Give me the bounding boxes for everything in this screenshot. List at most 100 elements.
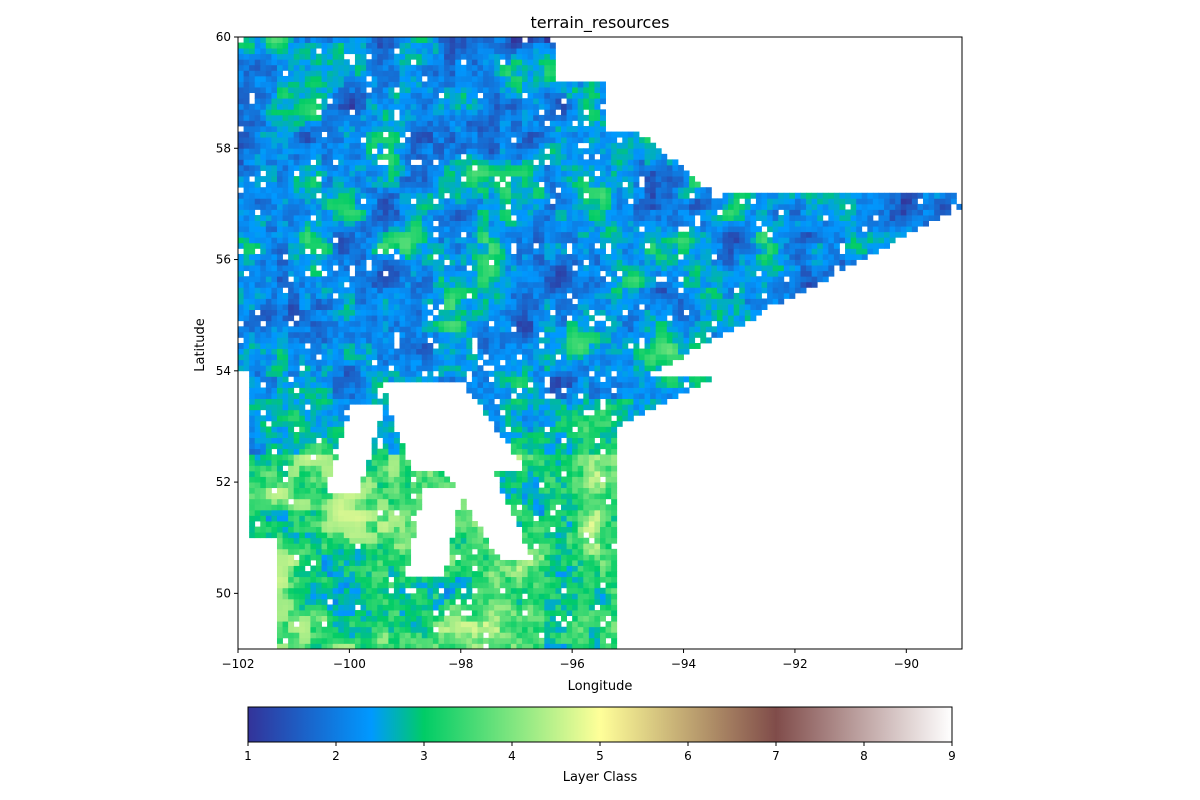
heatmap-cell <box>288 393 295 400</box>
heatmap-cell <box>527 409 534 416</box>
heatmap-cell <box>388 253 395 260</box>
heatmap-cell <box>288 459 295 466</box>
heatmap-cell <box>288 337 295 344</box>
heatmap-cell <box>466 521 473 527</box>
heatmap-cell <box>510 381 517 388</box>
heatmap-cell <box>483 554 490 561</box>
heatmap-cell <box>527 309 534 316</box>
heatmap-cell <box>477 532 484 539</box>
heatmap-cell <box>611 359 618 366</box>
heatmap-cell <box>377 304 384 311</box>
heatmap-cell <box>611 576 618 583</box>
heatmap-cell <box>522 287 528 294</box>
heatmap-cell <box>522 493 528 500</box>
heatmap-cell <box>488 643 495 650</box>
heatmap-cell <box>332 276 339 283</box>
heatmap-cell <box>332 554 339 561</box>
heatmap-cell <box>271 315 278 322</box>
heatmap-cell <box>666 343 673 349</box>
heatmap-cell <box>555 404 562 411</box>
heatmap-cell <box>538 537 545 544</box>
heatmap-cell <box>516 437 523 444</box>
heatmap-cell <box>588 615 595 622</box>
heatmap-cell <box>767 253 774 260</box>
heatmap-cell <box>800 287 807 294</box>
heatmap-cell <box>405 643 412 650</box>
heatmap-cell <box>282 393 289 400</box>
heatmap-cell <box>327 226 334 233</box>
heatmap-cell <box>366 237 373 244</box>
heatmap-cell <box>839 265 846 272</box>
heatmap-cell <box>689 287 696 294</box>
heatmap-cell <box>438 370 445 377</box>
heatmap-cell <box>310 276 317 283</box>
heatmap-cell <box>611 281 618 288</box>
heatmap-cell <box>410 298 417 305</box>
heatmap-cell <box>349 571 356 578</box>
heatmap-cell <box>299 432 306 438</box>
heatmap-cell <box>405 554 412 561</box>
heatmap-cell <box>477 604 484 611</box>
heatmap-cell <box>672 231 679 238</box>
heatmap-cell <box>711 259 718 266</box>
heatmap-cell <box>293 521 300 527</box>
heatmap-cell <box>382 515 389 522</box>
heatmap-cell <box>282 632 289 639</box>
heatmap-cell <box>366 554 373 561</box>
heatmap-cell <box>505 309 512 316</box>
heatmap-cell <box>572 476 579 483</box>
heatmap-cell <box>577 643 584 650</box>
heatmap-cell <box>677 381 684 388</box>
heatmap-cell <box>622 331 629 338</box>
heatmap-cell <box>338 537 345 544</box>
heatmap-cell <box>510 309 517 316</box>
heatmap-cell <box>299 237 306 244</box>
heatmap-cell <box>354 348 361 355</box>
heatmap-cell <box>455 309 462 316</box>
heatmap-cell <box>366 242 373 249</box>
heatmap-cell <box>510 359 517 366</box>
heatmap-cell <box>343 370 350 377</box>
heatmap-cell <box>321 548 328 555</box>
heatmap-cell <box>332 526 339 533</box>
heatmap-cell <box>594 365 601 372</box>
heatmap-cell <box>638 270 645 277</box>
heatmap-cell <box>282 387 289 394</box>
heatmap-cell <box>377 610 384 617</box>
heatmap-cell <box>410 281 417 288</box>
heatmap-cell <box>288 326 295 333</box>
heatmap-cell <box>360 231 367 238</box>
heatmap-cell <box>477 598 484 605</box>
heatmap-cell <box>555 426 562 433</box>
heatmap-cell <box>611 465 618 472</box>
heatmap-cell <box>711 309 718 316</box>
heatmap-cell <box>354 643 361 650</box>
heatmap-cell <box>460 498 467 505</box>
heatmap-cell <box>722 281 729 288</box>
heatmap-cell <box>477 548 484 555</box>
heatmap-cell <box>321 532 328 539</box>
heatmap-cell <box>471 292 478 299</box>
heatmap-cell <box>371 309 378 316</box>
heatmap-cell <box>310 521 317 527</box>
heatmap-cell <box>460 532 467 539</box>
heatmap-cell <box>583 265 590 272</box>
heatmap-cell <box>466 326 473 333</box>
heatmap-cell <box>549 565 556 572</box>
heatmap-cell <box>627 359 634 366</box>
heatmap-cell <box>594 537 601 544</box>
heatmap-cell <box>299 565 306 572</box>
heatmap-cell <box>594 370 601 377</box>
heatmap-cell <box>549 487 556 494</box>
heatmap-cell <box>633 376 640 383</box>
heatmap-cell <box>666 231 673 238</box>
heatmap-cell <box>572 493 579 500</box>
heatmap-cell <box>638 292 645 299</box>
heatmap-cell <box>817 248 824 255</box>
heatmap-cell <box>588 398 595 405</box>
heatmap-cell <box>527 237 534 244</box>
heatmap-cell <box>572 359 579 366</box>
heatmap-cell <box>583 315 590 322</box>
heatmap-cell <box>600 298 606 305</box>
heatmap-cell <box>332 409 339 416</box>
